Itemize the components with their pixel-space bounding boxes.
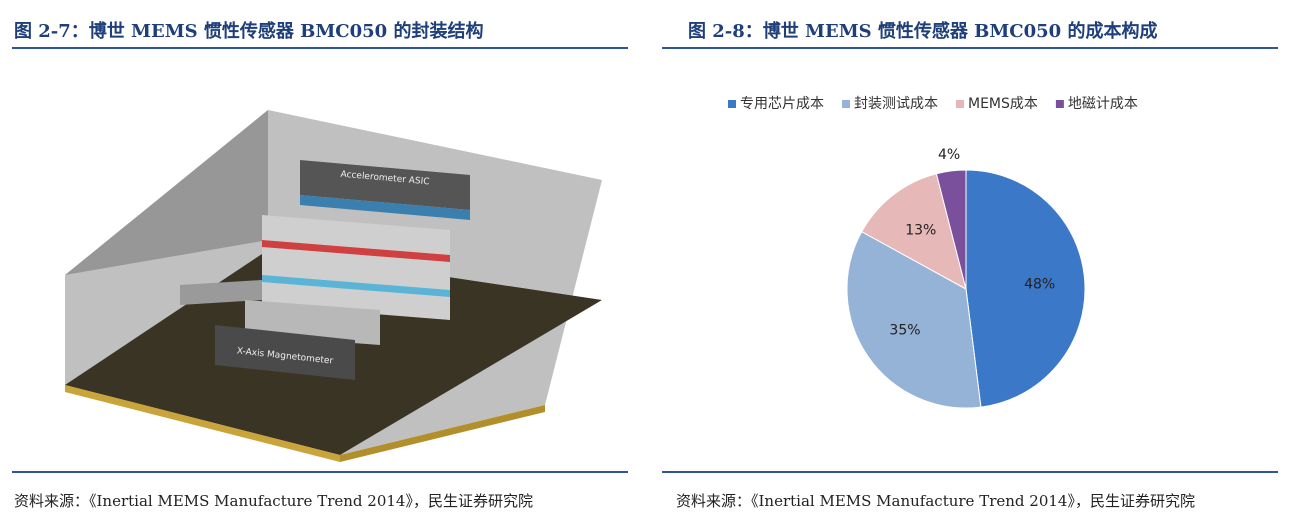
legend-label: 地磁计成本 [1068, 96, 1138, 112]
left-source: 资料来源：《Inertial MEMS Manufacture Trend 20… [14, 492, 533, 510]
legend-swatch [1055, 100, 1064, 108]
data-label: 13% [905, 223, 936, 239]
legend-swatch [728, 100, 736, 108]
legend-label: 封装测试成本 [854, 96, 938, 112]
package-illustration: Accelerometer ASIC X-Axis Magnetometer [65, 110, 602, 462]
legend-label: 专用芯片成本 [740, 96, 824, 112]
legend-swatch [956, 100, 964, 108]
legend-swatch [842, 100, 850, 108]
left-title: 图 2-7：博世 MEMS 惯性传感器 BMC050 的封装结构 [14, 20, 483, 42]
right-source: 资料来源：《Inertial MEMS Manufacture Trend 20… [676, 492, 1195, 510]
data-label: 48% [1024, 276, 1055, 292]
data-label: 35% [889, 322, 920, 338]
right-title: 图 2-8：博世 MEMS 惯性传感器 BMC050 的成本构成 [688, 20, 1157, 42]
pie-slice [846, 230, 982, 409]
legend-label: MEMS成本 [968, 96, 1038, 112]
pie-slice [861, 173, 967, 290]
pie-slice [935, 169, 967, 290]
data-label: 4% [938, 147, 960, 163]
pie-slice [965, 169, 1086, 408]
